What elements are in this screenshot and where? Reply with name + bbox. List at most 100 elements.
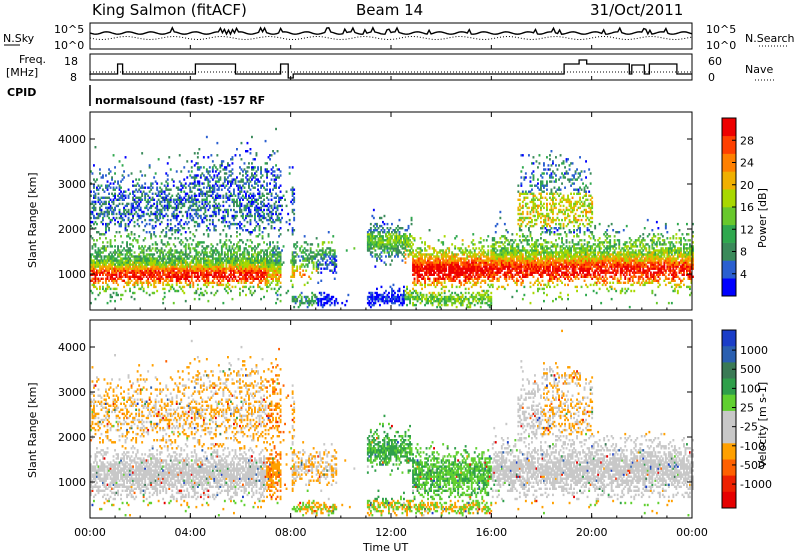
power-cell [153, 212, 156, 216]
power-cell [154, 243, 157, 246]
power-cell [123, 279, 125, 282]
power-cell [132, 283, 134, 287]
power-cell [141, 273, 144, 276]
power-cell [148, 281, 151, 284]
power-cell [97, 214, 100, 218]
power-cell [142, 271, 145, 274]
power-cell [90, 265, 92, 268]
power-cell [114, 273, 116, 276]
power-cell [169, 285, 172, 289]
power-cell [193, 263, 196, 266]
power-cell [100, 212, 103, 216]
power-cell [91, 269, 94, 272]
power-cell [201, 249, 204, 252]
power-cell [124, 212, 127, 216]
power-cell [171, 261, 174, 264]
power-cell [151, 196, 154, 199]
power-cell [90, 202, 92, 206]
power-cell [196, 182, 199, 185]
power-cell [150, 257, 153, 260]
power-cell [190, 190, 193, 193]
power-cell [195, 257, 198, 260]
power-cell [106, 255, 109, 258]
power-cell [90, 269, 92, 272]
power-cell [138, 277, 141, 280]
power-cell [118, 249, 121, 252]
power-cell [141, 261, 144, 264]
power-cell [136, 182, 139, 185]
power-cell [190, 277, 193, 280]
power-cell [177, 188, 180, 191]
power-cell [443, 289, 446, 293]
power-cell [300, 245, 303, 248]
power-cell [175, 271, 178, 274]
power-cell [129, 212, 131, 216]
power-cell [186, 222, 189, 226]
power-cell [114, 239, 116, 242]
power-cell [165, 235, 168, 238]
power-cell [159, 265, 162, 268]
power-cell [198, 279, 201, 282]
power-cell [216, 168, 219, 171]
power-cell [130, 249, 133, 252]
power-cell [150, 275, 153, 278]
power-cell [162, 261, 165, 264]
power-cell [138, 287, 141, 291]
power-cell [162, 301, 165, 305]
power-cell [171, 259, 174, 262]
power-cell [228, 190, 231, 193]
power-cell [118, 263, 121, 266]
power-cell [186, 212, 189, 216]
power-cell [103, 257, 106, 260]
power-cell [106, 275, 109, 278]
power-cell [130, 218, 133, 222]
power-cell [380, 224, 383, 228]
power-cell [150, 212, 153, 216]
power-cell [430, 283, 432, 287]
power-cell [175, 273, 178, 276]
power-cell [120, 271, 122, 274]
power-cell [147, 208, 150, 212]
power-cell [306, 295, 309, 299]
power-cell [195, 220, 198, 224]
power-cell [133, 190, 136, 193]
power-cell [162, 206, 165, 210]
power-cell [181, 285, 184, 289]
power-cell [151, 263, 154, 266]
power-cell [129, 281, 131, 284]
power-cell [174, 229, 177, 232]
power-cell [111, 192, 113, 195]
power-cell [214, 229, 217, 232]
power-cell [133, 297, 136, 301]
power-cell [163, 261, 166, 264]
power-cell [123, 267, 125, 270]
power-cell [258, 224, 261, 228]
power-cell [180, 281, 183, 284]
power-cell [160, 265, 163, 268]
power-cell [145, 259, 148, 262]
power-cell [105, 237, 107, 240]
power-cell [93, 283, 95, 287]
power-cell [216, 141, 219, 145]
power-cell [440, 303, 443, 307]
power-cell [421, 297, 423, 301]
power-cell [168, 192, 171, 195]
power-cell [181, 259, 184, 262]
power-cell [184, 231, 187, 234]
power-cell [94, 202, 97, 206]
power-cell [186, 261, 189, 264]
power-cell [127, 281, 130, 284]
power-cell [279, 281, 282, 284]
power-cell [91, 265, 94, 268]
power-cell [189, 206, 192, 210]
power-cell [133, 283, 136, 287]
power-cell [93, 239, 95, 242]
power-cell [156, 277, 159, 280]
power-cell [118, 267, 121, 270]
power-cell [129, 247, 131, 250]
power-cell [166, 283, 169, 287]
power-cell [148, 190, 151, 193]
power-cell [398, 297, 401, 301]
power-cell [151, 192, 154, 195]
power-cell [124, 273, 127, 276]
